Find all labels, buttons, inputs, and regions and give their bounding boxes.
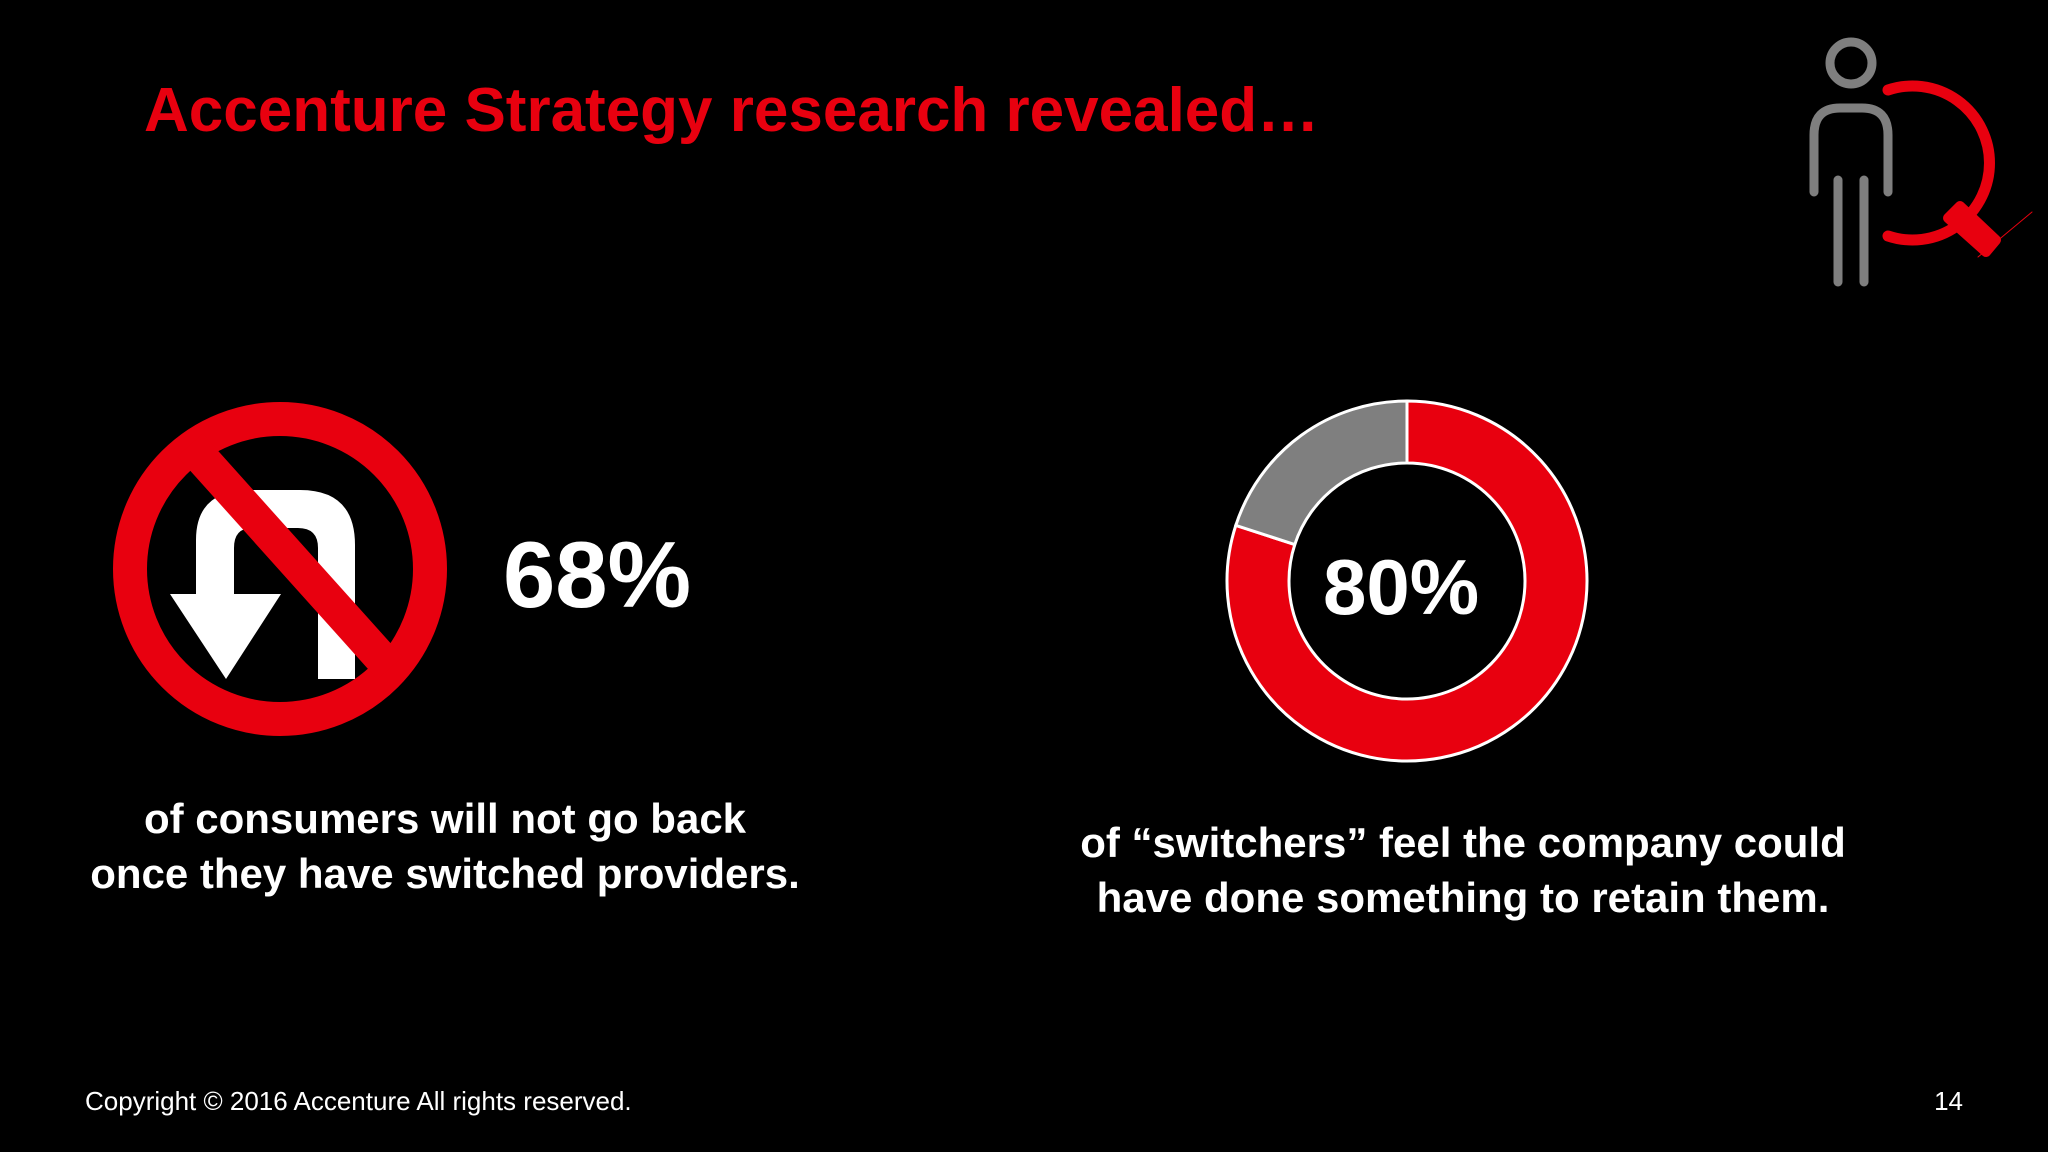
slide-title: Accenture Strategy research revealed… bbox=[144, 76, 1319, 145]
stat-right-caption: of “switchers” feel the company could bbox=[1080, 819, 1846, 866]
donut-label: 80% bbox=[1323, 543, 1479, 631]
stat-left-label: 68% bbox=[503, 522, 691, 627]
donut-chart bbox=[1225, 399, 1589, 763]
copyright: Copyright © 2016 Accenture All rights re… bbox=[85, 1086, 632, 1116]
donut-segment bbox=[1225, 399, 1589, 763]
stat-left-caption: once they have switched providers. bbox=[90, 850, 800, 897]
stat-left-caption: of consumers will not go back bbox=[144, 795, 747, 842]
page-number: 14 bbox=[1934, 1086, 1963, 1116]
donut-remainder bbox=[1233, 399, 1409, 547]
stat-right-caption: have done something to retain them. bbox=[1097, 874, 1830, 921]
research-icon bbox=[1809, 37, 2033, 287]
no-u-turn-icon bbox=[113, 402, 447, 736]
